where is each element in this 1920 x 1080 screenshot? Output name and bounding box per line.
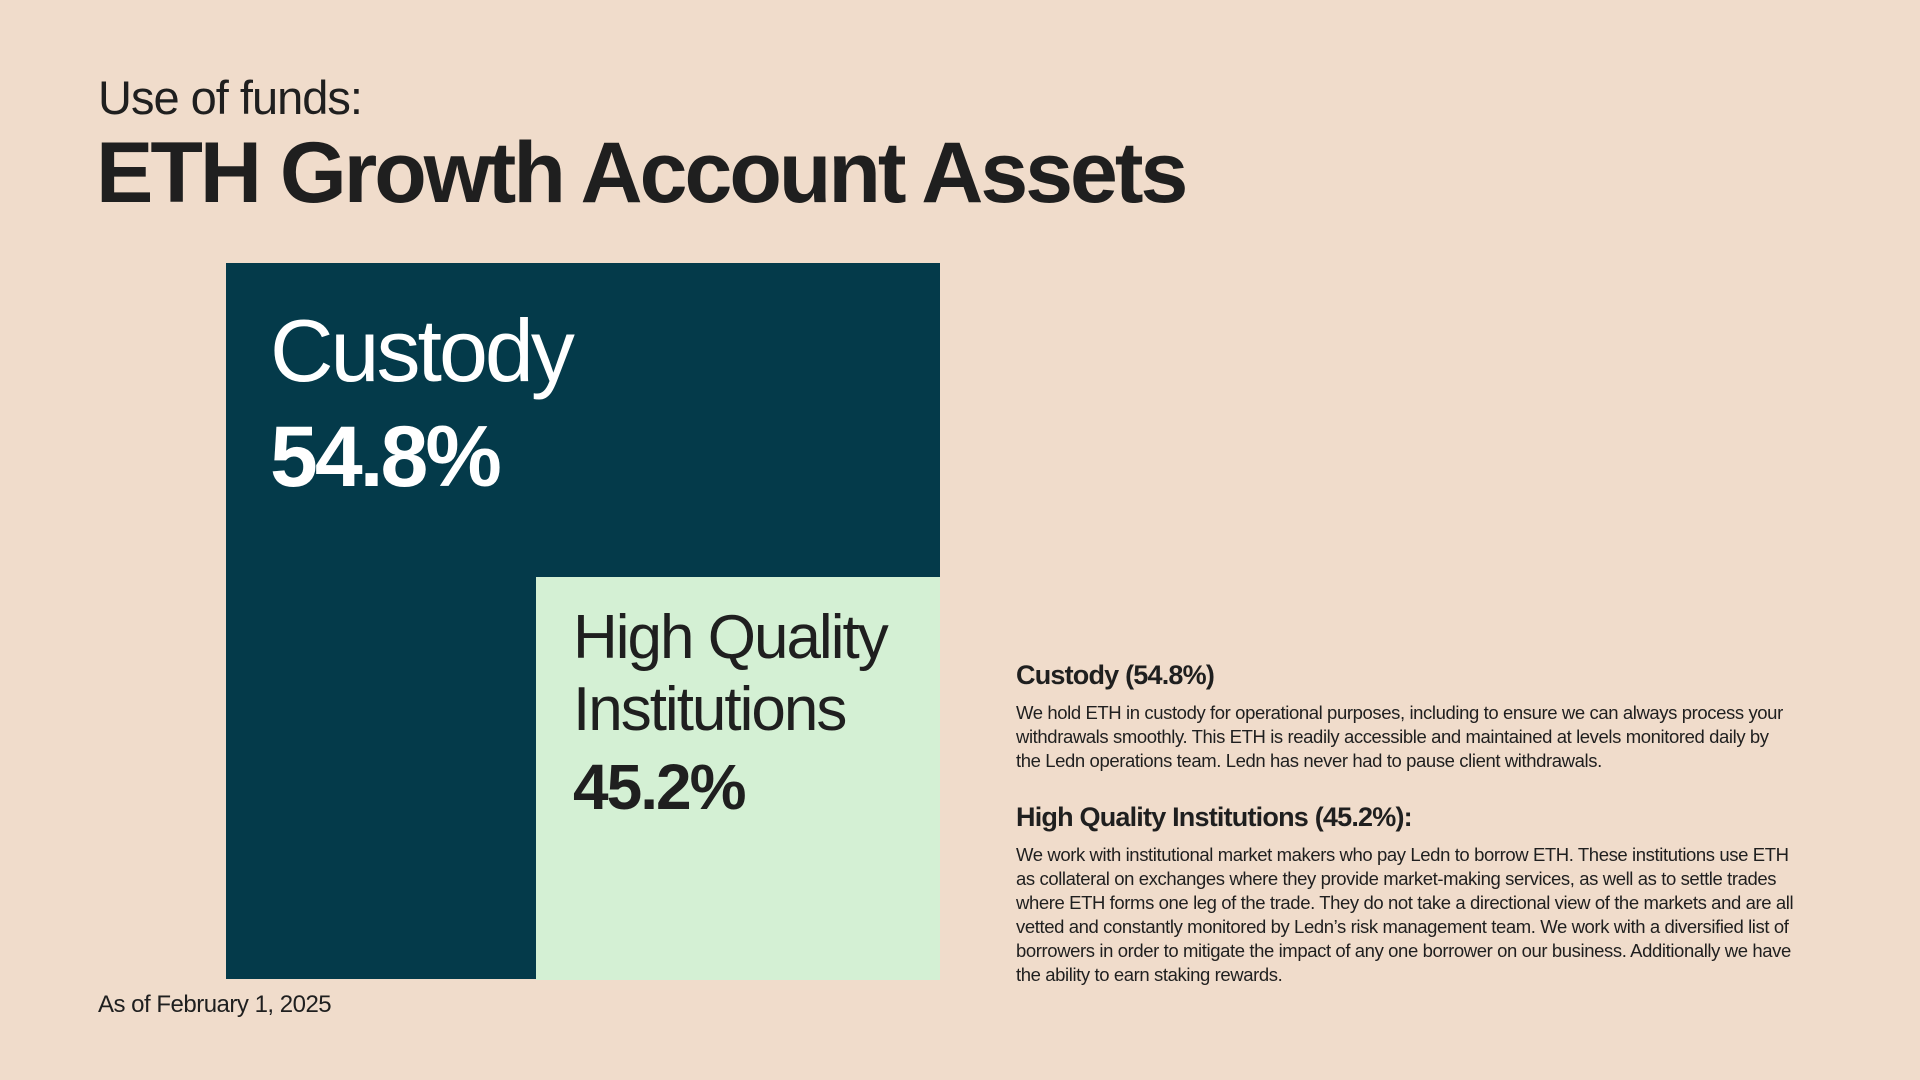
block-value: 45.2% bbox=[573, 751, 746, 823]
block-label: High Quality Institutions bbox=[573, 603, 889, 744]
institutions-block bbox=[536, 577, 940, 980]
eyebrow: Use of funds: bbox=[98, 71, 363, 124]
description: Custody (54.8%) We hold ETH in custody f… bbox=[1016, 660, 1796, 773]
footnote: As of February 1, 2025 bbox=[98, 991, 332, 1018]
block-value: 54.8% bbox=[270, 409, 502, 505]
description-heading: Custody (54.8%) bbox=[1016, 660, 1215, 690]
title: ETH Growth Account Assets bbox=[96, 125, 1188, 221]
block-label: Custody bbox=[270, 301, 575, 400]
description-body: We work with institutional market makers… bbox=[1016, 844, 1794, 985]
description: High Quality Institutions (45.2%): We wo… bbox=[1016, 802, 1796, 987]
description-heading: High Quality Institutions (45.2%): bbox=[1016, 802, 1413, 832]
description-body: We hold ETH in custody for operational p… bbox=[1016, 702, 1783, 771]
